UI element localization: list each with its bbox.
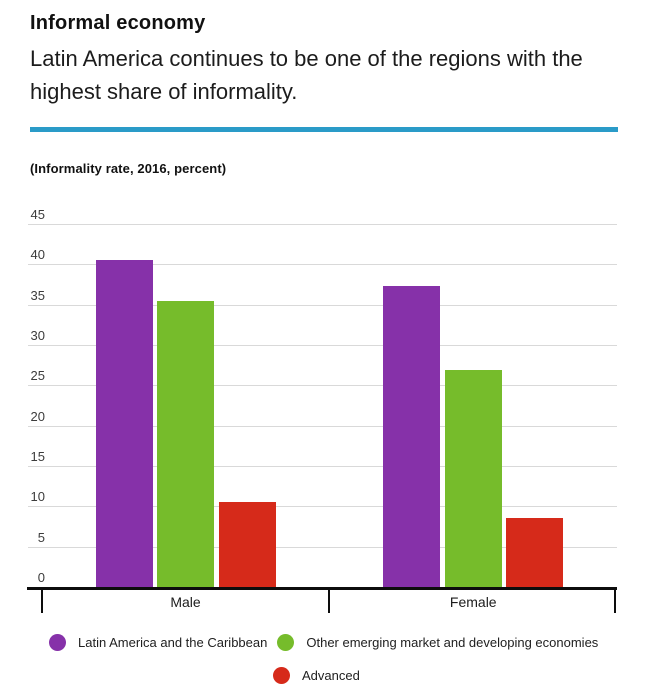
gridline-45: [28, 223, 617, 225]
bar-male-series-1: [157, 301, 214, 587]
legend-circle-icon-1: [277, 633, 295, 651]
x-axis-line: [27, 587, 617, 590]
divider-rule: [30, 127, 618, 132]
page-subtitle: Latin America continues to be one of the…: [30, 46, 583, 104]
legend-row-2: Advanced: [273, 663, 620, 687]
legend-label-1: Other emerging market and developing eco…: [306, 634, 599, 650]
legend-item-0: Latin America and the Caribbean: [49, 633, 268, 651]
legend-item-1: Other emerging market and developing eco…: [277, 633, 599, 651]
bar-female-series-1: [444, 370, 502, 587]
gridline-5: [28, 546, 617, 548]
legend-item-2: Advanced: [273, 666, 360, 684]
legend-circle-icon-0: [49, 633, 66, 651]
bar-male-series-2: [218, 502, 276, 587]
gridline-10: [28, 506, 617, 508]
gridline-30: [28, 344, 617, 346]
legend-row-1: Latin America and the Caribbean Other eme…: [49, 630, 620, 654]
bar-female-series-0: [383, 286, 441, 587]
y-axis-tick-label-25: 25: [30, 368, 45, 384]
legend-label-0: Latin America and the Caribbean: [78, 634, 268, 650]
y-axis-tick-label-5: 5: [37, 529, 45, 545]
y-axis-tick-label-10: 10: [30, 489, 45, 505]
bar-female-series-2: [506, 518, 564, 587]
legend: Latin America and the Caribbean Other eme…: [30, 630, 620, 687]
x-axis-tick-1: [328, 590, 330, 613]
gridline-40: [28, 264, 617, 266]
chart-caption: (Informality rate, 2016, percent): [30, 161, 227, 176]
x-axis-category-label-female: Female: [449, 594, 497, 610]
y-axis-tick-label-0: 0: [37, 570, 45, 585]
y-axis-tick-label-35: 35: [30, 287, 45, 303]
bar-male-series-0: [95, 260, 153, 587]
y-axis-tick-label-40: 40: [30, 247, 45, 263]
x-axis-tick-2: [614, 590, 616, 613]
gridline-20: [28, 425, 617, 427]
gridline-35: [28, 304, 617, 306]
x-axis-tick-0: [41, 590, 43, 613]
y-axis-tick-label-30: 30: [30, 327, 45, 343]
bar-chart: 0 5 10 15 20 25 30 35 40 45 Male Female: [27, 190, 617, 615]
y-axis-tick-label-20: 20: [30, 408, 45, 424]
x-axis-category-label-male: Male: [170, 594, 201, 610]
gridline-15: [28, 465, 617, 467]
y-axis-tick-label-45: 45: [30, 206, 45, 222]
y-axis-tick-label-15: 15: [30, 448, 45, 464]
legend-circle-icon-2: [273, 666, 290, 684]
page-title: Informal economy: [30, 12, 206, 34]
gridline-25: [28, 385, 617, 387]
legend-label-2: Advanced: [302, 667, 360, 683]
